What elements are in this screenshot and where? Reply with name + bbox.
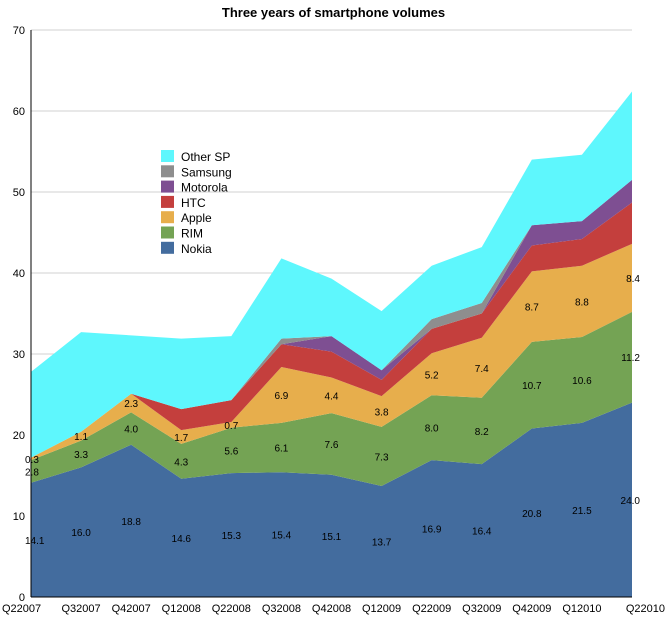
x-tick-label: Q32009	[462, 603, 501, 615]
y-tick-label: 10	[13, 511, 25, 523]
y-tick-label: 40	[13, 268, 25, 280]
legend-swatch-other-sp	[161, 150, 174, 162]
data-label-nokia: 24.0	[621, 496, 641, 507]
legend-label-motorola: Motorola	[181, 181, 228, 195]
data-label-nokia: 16.4	[472, 527, 492, 538]
y-tick-label: 50	[13, 187, 25, 199]
x-tick-label: Q32008	[262, 603, 301, 615]
data-label-nokia: 16.9	[422, 525, 442, 536]
legend-swatch-samsung	[161, 165, 174, 178]
data-label-apple: 2.3	[124, 399, 138, 410]
area-other-sp	[31, 91, 632, 458]
data-label-rim: 4.3	[174, 457, 188, 468]
legend-label-other-sp: Other SP	[181, 150, 230, 164]
x-tick-label: Q22010	[626, 603, 665, 615]
y-tick-label: 20	[13, 430, 25, 442]
legend-label-nokia: Nokia	[181, 242, 212, 256]
data-label-nokia: 13.7	[372, 538, 392, 549]
area-rim	[31, 311, 632, 487]
x-tick-label: Q42008	[312, 603, 351, 615]
data-label-apple: 8.8	[575, 297, 589, 308]
x-tick-label: Q42007	[112, 603, 151, 615]
data-label-nokia: 14.1	[25, 536, 45, 547]
legend-swatch-rim	[161, 226, 174, 239]
data-label-apple: 8.7	[525, 303, 539, 314]
y-tick-label: 60	[13, 106, 25, 118]
x-tick-label: Q42009	[512, 603, 551, 615]
legend-label-htc: HTC	[181, 196, 206, 210]
data-label-apple: 3.8	[375, 408, 389, 419]
data-label-nokia: 15.3	[222, 531, 242, 542]
data-label-rim: 11.2	[621, 353, 640, 364]
area-nokia	[31, 402, 632, 597]
legend-label-apple: Apple	[181, 211, 212, 225]
area-apple	[31, 243, 632, 461]
data-labels: 14.1 16.0 18.8 14.6 15.3 15.4 15.1 13.7 16.9 16.4…	[25, 274, 640, 549]
area-series	[31, 91, 632, 597]
data-label-apple: 4.4	[325, 391, 339, 402]
y-tick-label: 0	[19, 592, 25, 604]
data-label-nokia: 21.5	[572, 506, 592, 517]
legend-swatch-nokia	[161, 241, 174, 254]
axes: 0 10 20 30 40 50 60 70 Q22007 Q32007 Q42007 Q12008 Q…	[2, 25, 665, 615]
data-label-rim: 2.8	[25, 467, 39, 478]
data-label-rim: 7.6	[325, 440, 339, 451]
y-tick-label: 30	[13, 349, 25, 361]
data-label-nokia: 16.0	[71, 528, 91, 539]
data-label-apple: 0.3	[25, 455, 39, 466]
legend-swatch-motorola	[161, 180, 174, 193]
chart-title: Three years of smartphone volumes	[221, 5, 446, 20]
data-label-nokia: 14.6	[172, 534, 192, 545]
data-label-apple: 6.9	[274, 391, 288, 402]
data-label-rim: 8.0	[425, 424, 439, 435]
data-label-nokia: 15.1	[322, 532, 342, 543]
x-tick-label: Q12010	[562, 603, 601, 615]
data-label-rim: 10.7	[522, 381, 542, 392]
data-label-rim: 5.6	[224, 446, 238, 457]
x-tick-label: Q22008	[212, 603, 251, 615]
data-label-nokia: 15.4	[272, 531, 292, 542]
data-label-apple: 7.4	[475, 364, 489, 375]
data-label-apple: 8.4	[626, 274, 640, 285]
data-label-rim: 4.0	[124, 425, 138, 436]
data-label-rim: 8.2	[475, 427, 489, 438]
data-label-apple: 0.7	[224, 421, 238, 432]
data-label-apple: 1.1	[74, 432, 88, 443]
data-label-rim: 10.6	[572, 376, 592, 387]
x-tick-label: Q12009	[362, 603, 401, 615]
data-label-rim: 6.1	[274, 444, 288, 455]
legend-swatch-htc	[161, 195, 174, 208]
data-label-apple: 5.2	[425, 370, 439, 381]
data-label-rim: 7.3	[375, 452, 389, 463]
legend-label-samsung: Samsung	[181, 165, 232, 179]
x-tick-label: Q22009	[412, 603, 451, 615]
data-label-nokia: 20.8	[522, 509, 542, 520]
x-tick-label: Q12008	[162, 603, 201, 615]
legend-label-rim: RIM	[181, 227, 203, 241]
data-label-apple: 1.7	[174, 433, 188, 444]
x-tick-label: Q32007	[62, 603, 101, 615]
y-tick-label: 70	[13, 25, 25, 37]
legend-swatch-apple	[161, 211, 174, 224]
x-tick-label: Q22007	[2, 603, 41, 615]
data-label-nokia: 18.8	[121, 517, 141, 528]
data-label-rim: 3.3	[74, 450, 88, 461]
